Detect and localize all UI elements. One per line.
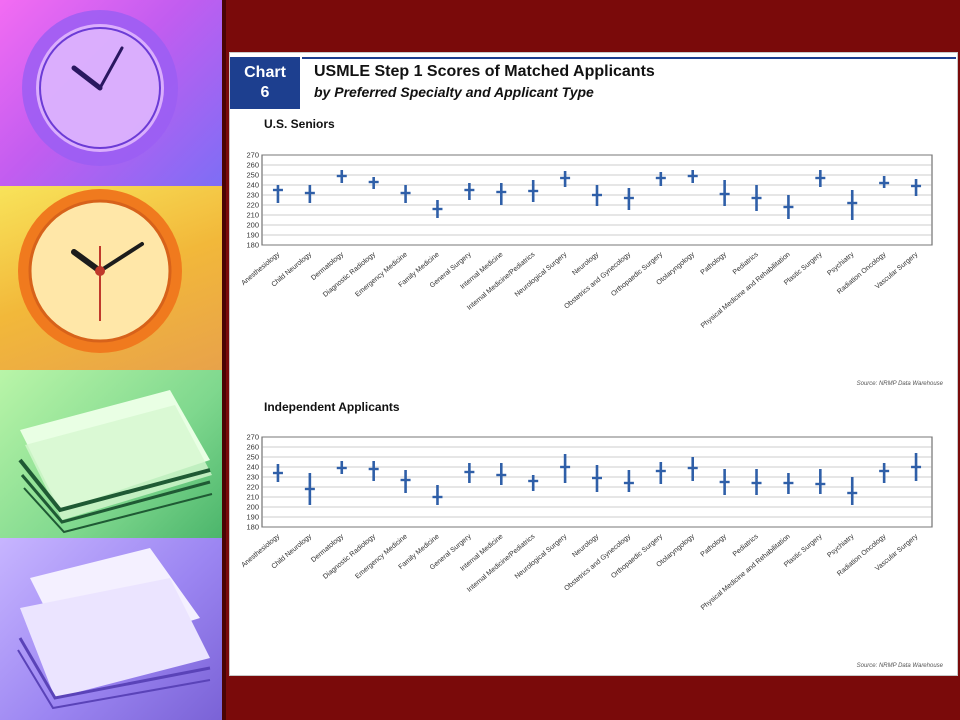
category-label: Pathology bbox=[700, 533, 729, 559]
category-label: Psychiatry bbox=[826, 533, 856, 559]
y-tick-label: 270 bbox=[246, 433, 259, 442]
category-label: Neurological Surgery bbox=[514, 251, 569, 299]
chart-slide: Chart 6 USMLE Step 1 Scores of Matched A… bbox=[229, 52, 958, 676]
clock-photo-orange bbox=[0, 186, 224, 370]
category-label: Psychiatry bbox=[826, 251, 856, 277]
y-tick-label: 180 bbox=[246, 523, 259, 532]
source-note-independent: Source: NRMP Data Warehouse bbox=[856, 663, 943, 669]
y-tick-label: 230 bbox=[246, 191, 259, 200]
strip-divider bbox=[222, 0, 226, 720]
seniors-plot: 180190200210220230240250260270Anesthesio… bbox=[240, 151, 933, 330]
y-tick-label: 200 bbox=[246, 221, 259, 230]
category-label: Pediatrics bbox=[732, 251, 760, 276]
category-label: Obstetrics and Gynecology bbox=[563, 533, 632, 593]
clock-icon bbox=[18, 189, 182, 353]
y-tick-label: 250 bbox=[246, 171, 259, 180]
category-label: Diagnostic Radiology bbox=[322, 533, 377, 581]
category-label: Emergency Medicine bbox=[354, 251, 409, 298]
clock-photo-purple bbox=[0, 0, 224, 186]
independent-plot: 180190200210220230240250260270Anesthesio… bbox=[240, 433, 933, 612]
y-tick-label: 230 bbox=[246, 473, 259, 482]
y-tick-label: 210 bbox=[246, 493, 259, 502]
chart-badge: Chart 6 bbox=[230, 57, 300, 109]
category-label: Internal Medicine/Pediatrics bbox=[466, 533, 537, 594]
papers-icon bbox=[17, 548, 211, 710]
category-label: Pediatrics bbox=[732, 533, 760, 558]
papers-photo-green bbox=[0, 370, 224, 538]
y-tick-label: 180 bbox=[246, 241, 259, 250]
y-tick-label: 220 bbox=[246, 201, 259, 210]
y-tick-label: 240 bbox=[246, 181, 259, 190]
decorative-strip bbox=[0, 0, 224, 720]
category-label: Obstetrics and Gynecology bbox=[563, 251, 632, 311]
y-tick-label: 190 bbox=[246, 231, 259, 240]
category-label: Neurological Surgery bbox=[514, 533, 569, 581]
y-tick-label: 270 bbox=[246, 151, 259, 160]
clock-icon bbox=[22, 10, 178, 166]
chart-title: USMLE Step 1 Scores of Matched Applicant… bbox=[314, 63, 655, 80]
badge-line1: Chart bbox=[244, 64, 286, 81]
category-label: Diagnostic Radiology bbox=[322, 251, 377, 299]
y-tick-label: 250 bbox=[246, 453, 259, 462]
papers-photo-violet bbox=[0, 538, 224, 720]
category-label: Internal Medicine/Pediatrics bbox=[466, 251, 537, 312]
category-label: Pathology bbox=[700, 251, 729, 277]
papers-icon bbox=[18, 390, 213, 534]
category-label: Neurology bbox=[571, 533, 600, 559]
source-note-seniors: Source: NRMP Data Warehouse bbox=[856, 381, 943, 387]
y-tick-label: 190 bbox=[246, 513, 259, 522]
y-tick-label: 210 bbox=[246, 211, 259, 220]
y-tick-label: 260 bbox=[246, 443, 259, 452]
y-tick-label: 240 bbox=[246, 463, 259, 472]
title-rule bbox=[302, 57, 956, 59]
section-title-seniors: U.S. Seniors bbox=[264, 117, 335, 131]
badge-line2: 6 bbox=[260, 84, 270, 101]
chart-subtitle: by Preferred Specialty and Applicant Typ… bbox=[314, 84, 594, 100]
y-tick-label: 260 bbox=[246, 161, 259, 170]
y-tick-label: 200 bbox=[246, 503, 259, 512]
category-label: Neurology bbox=[571, 251, 600, 277]
y-tick-label: 220 bbox=[246, 483, 259, 492]
category-label: Emergency Medicine bbox=[354, 533, 409, 580]
section-title-independent: Independent Applicants bbox=[264, 400, 400, 414]
